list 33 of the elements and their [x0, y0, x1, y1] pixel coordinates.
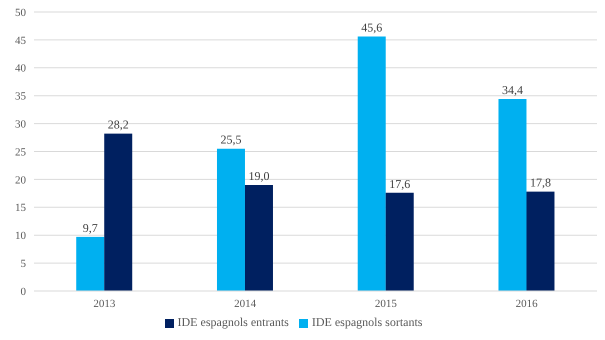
y-tick-label: 25: [15, 146, 26, 158]
y-tick-label: 10: [15, 230, 26, 242]
x-tick-label: 2013: [93, 298, 116, 310]
bar: [526, 192, 554, 291]
x-tick-label: 2015: [374, 298, 398, 310]
y-tick-label: 5: [20, 258, 26, 270]
y-tick-label: 45: [15, 34, 26, 47]
legend-label: IDE espagnols entrants: [178, 315, 289, 329]
data-label: 28,2: [108, 118, 129, 132]
bar: [216, 148, 245, 291]
y-tick-label: 40: [15, 62, 26, 75]
bar: [76, 236, 104, 291]
bar: [104, 134, 132, 291]
y-tick-label: 20: [15, 174, 26, 186]
data-label: 17,6: [389, 176, 410, 191]
y-tick-label: 30: [15, 118, 26, 131]
bar: [358, 36, 386, 291]
y-tick-label: 35: [15, 90, 26, 103]
x-tick-label: 2014: [234, 298, 257, 310]
data-label: 25,5: [220, 132, 242, 147]
data-label: 17,8: [530, 176, 551, 190]
legend-label: IDE espagnols sortants: [312, 315, 422, 329]
data-label: 19,0: [248, 168, 270, 183]
data-label: 34,4: [502, 83, 523, 98]
y-tick-label: 15: [15, 202, 26, 214]
y-tick-label: 0: [20, 286, 26, 298]
bar: [386, 192, 414, 291]
x-tick-label: 2016: [516, 298, 538, 310]
bar: [244, 184, 273, 291]
data-label: 45,6: [361, 20, 382, 35]
y-tick-label: 50: [15, 6, 26, 19]
bar: [498, 99, 526, 291]
data-label: 9,7: [82, 220, 98, 235]
